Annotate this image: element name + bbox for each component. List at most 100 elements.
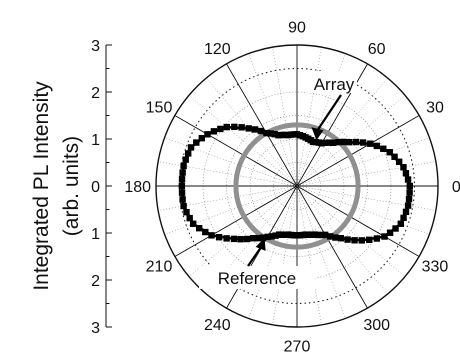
array-marker	[335, 138, 342, 146]
array-marker	[193, 139, 200, 146]
radial-line-major	[296, 185, 368, 309]
annotation-reference-arrow	[247, 247, 262, 267]
array-marker	[392, 225, 399, 232]
angle-label: 270	[284, 338, 311, 353]
array-marker	[322, 139, 329, 147]
radial-line-minor	[272, 185, 298, 325]
angle-label: 240	[204, 317, 231, 334]
radial-line-minor	[296, 77, 388, 187]
radial-line-major	[174, 185, 298, 257]
array-data-point	[230, 235, 238, 243]
annotation-array-arrowhead	[311, 127, 324, 141]
array-marker	[278, 131, 285, 139]
radial-line-minor	[164, 137, 298, 187]
array-data-point	[322, 231, 329, 239]
y-axis-label-line1: Integrated PL Intensity	[30, 81, 53, 291]
array-marker	[251, 126, 259, 133]
array-marker	[404, 176, 412, 183]
array-marker	[326, 139, 333, 146]
angle-label: 150	[146, 99, 173, 116]
array-data-point	[187, 144, 195, 151]
array-data-point	[275, 132, 282, 139]
radial-line-major	[296, 115, 420, 187]
array-data-point	[249, 235, 257, 242]
array-marker	[391, 153, 398, 160]
array-data-point	[337, 235, 345, 242]
array-data-point	[406, 182, 413, 190]
array-data-point	[223, 123, 230, 131]
annotation-array-arrow	[316, 94, 342, 131]
array-marker	[406, 189, 413, 196]
annotation-array-bg	[305, 71, 357, 93]
array-data-point	[180, 162, 187, 170]
array-marker	[402, 170, 410, 177]
array-marker	[366, 236, 373, 243]
annotation-reference-arrowhead	[255, 237, 266, 251]
radial-line-major	[226, 63, 298, 187]
array-data-point	[178, 182, 186, 190]
radial-tick-label: 1	[91, 226, 100, 243]
radial-line-minor	[164, 185, 298, 235]
angle-label: 180	[124, 179, 151, 196]
array-marker	[186, 214, 193, 222]
array-marker	[202, 228, 209, 236]
array-marker	[380, 145, 387, 152]
array-marker	[184, 150, 192, 157]
radial-axis: 3 2 1 0 1 2 3	[91, 38, 112, 337]
array-marker	[340, 138, 347, 146]
angle-label: 0	[452, 179, 460, 196]
array-marker	[217, 125, 224, 133]
radial-line-minor	[188, 185, 298, 277]
array-marker	[373, 142, 381, 150]
array-marker	[237, 236, 244, 243]
y-axis-label-line2: (arb. units)	[60, 136, 83, 236]
radial-tick-label: 3	[91, 320, 100, 337]
array-data-point	[180, 202, 187, 210]
array-marker	[223, 235, 230, 242]
array-marker	[178, 176, 186, 183]
array-data-point	[204, 131, 211, 138]
array-marker	[402, 208, 410, 216]
array-data-point	[381, 233, 388, 240]
annotation-array-label: Array	[314, 75, 355, 94]
annotations: Array Reference	[199, 71, 357, 289]
array-marker	[332, 234, 339, 241]
array-marker	[351, 237, 358, 244]
radial-line-major	[174, 115, 298, 187]
array-data-point	[404, 202, 412, 209]
angle-label: 60	[368, 41, 386, 58]
array-marker	[178, 189, 186, 196]
radial-line-minor	[296, 185, 322, 325]
annotation-reference-bg	[199, 266, 315, 289]
array-marker	[183, 208, 190, 216]
radial-line-minor	[296, 137, 430, 187]
radial-tick-label: 2	[91, 85, 100, 102]
angle-label: 330	[422, 259, 449, 276]
radial-line-minor	[188, 95, 298, 187]
radial-line-minor	[296, 185, 388, 295]
array-marker	[259, 234, 267, 241]
array-marker	[318, 231, 325, 239]
radial-line-minor	[272, 47, 298, 187]
array-marker	[198, 134, 205, 142]
radial-tick-label: 1	[91, 132, 100, 149]
array-marker	[267, 130, 274, 137]
angle-labels: 0 30 60 90 120 150 180 210 240 270 300 330	[124, 20, 460, 353]
array-data-point	[400, 164, 407, 171]
array-marker	[257, 127, 265, 135]
radial-line-major	[296, 185, 420, 257]
array-data-point	[346, 138, 353, 146]
radial-line-minor	[296, 47, 322, 187]
radial-line-minor	[296, 185, 406, 277]
array-data-point	[330, 139, 337, 146]
array-marker	[395, 158, 403, 165]
array-marker	[254, 234, 262, 242]
array-marker	[231, 123, 238, 131]
array-data-point	[263, 129, 270, 137]
array-data-point	[358, 237, 366, 244]
radial-line-minor	[296, 185, 436, 211]
array-marker	[179, 196, 186, 203]
array-marker	[344, 236, 351, 243]
array-marker	[400, 214, 407, 222]
radial-tick-label: 2	[91, 273, 100, 290]
